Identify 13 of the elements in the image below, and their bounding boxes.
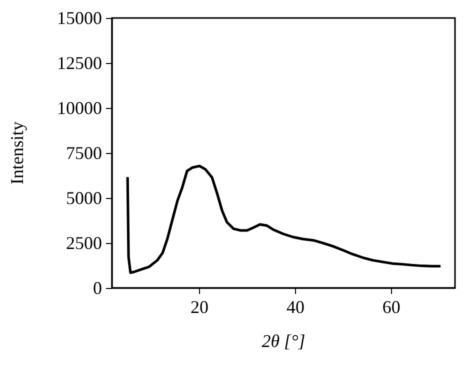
y-tick-label: 2500 [66,233,102,253]
x-tick-label: 20 [190,297,209,317]
y-tick-label: 5000 [66,188,102,208]
x-axis-title: 2θ [°] [262,331,306,351]
x-tick-label: 40 [286,297,304,317]
y-axis-title: Intensity [7,122,27,184]
y-tick-label: 7500 [66,143,102,163]
y-tick-label: 0 [93,278,102,298]
y-tick-label: 12500 [57,53,102,73]
line-series [126,164,441,274]
y-tick-label: 10000 [57,98,102,118]
x-tick-label: 60 [382,297,400,317]
y-tick-label: 15000 [57,8,102,28]
